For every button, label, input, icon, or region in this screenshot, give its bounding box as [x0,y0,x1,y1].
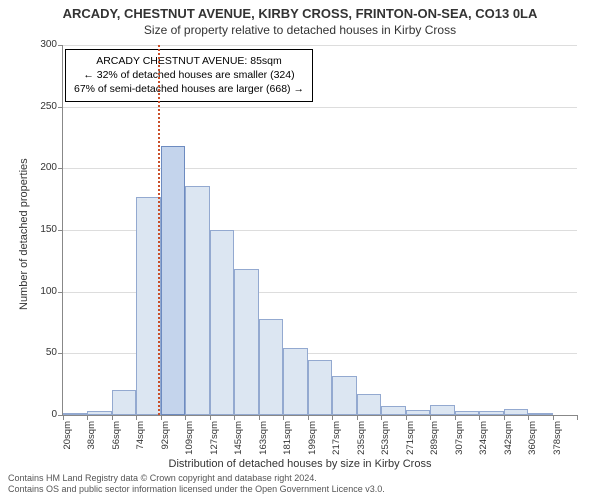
x-tick [112,415,113,420]
x-tick-label: 109sqm [184,421,195,461]
histogram-bar [504,409,528,415]
histogram-bar [87,411,111,415]
y-tick-label: 100 [40,286,57,297]
histogram-bar [381,406,405,415]
y-tick [58,168,63,169]
chart-title-main: ARCADY, CHESTNUT AVENUE, KIRBY CROSS, FR… [0,0,600,21]
x-tick [210,415,211,420]
x-tick-label: 307sqm [454,421,465,461]
y-axis-label: Number of detached properties [18,158,30,310]
x-tick [332,415,333,420]
info-box-line3: 67% of semi-detached houses are larger (… [74,82,304,96]
x-tick-label: 253sqm [380,421,391,461]
y-tick [58,292,63,293]
chart-title-sub: Size of property relative to detached ho… [0,21,600,37]
x-tick [430,415,431,420]
x-tick-label: 342sqm [503,421,514,461]
histogram-bar [234,269,258,415]
footer-line1: Contains HM Land Registry data © Crown c… [8,473,385,485]
histogram-bar [112,390,136,415]
x-tick-label: 92sqm [160,421,171,461]
x-tick-label: 145sqm [233,421,244,461]
histogram-bar [308,360,332,416]
histogram-bar [455,411,479,415]
x-tick-label: 235sqm [356,421,367,461]
histogram-bar [479,411,503,415]
x-tick [308,415,309,420]
x-tick [234,415,235,420]
x-tick [577,415,578,420]
y-tick-label: 250 [40,101,57,112]
y-tick [58,353,63,354]
x-tick-label: 181sqm [282,421,293,461]
x-tick [381,415,382,420]
x-tick [528,415,529,420]
histogram-bar [161,146,185,415]
y-tick [58,107,63,108]
chart-plot-area: ARCADY CHESTNUT AVENUE: 85sqm ← 32% of d… [62,45,577,416]
histogram-bar [528,413,552,415]
histogram-bar [357,394,381,415]
footer-line2: Contains OS and public sector informatio… [8,484,385,496]
x-tick-label: 74sqm [135,421,146,461]
histogram-bar [63,413,87,415]
info-box-line2: ← 32% of detached houses are smaller (32… [74,68,304,82]
x-tick [259,415,260,420]
histogram-bar [259,319,283,415]
grid-line [63,168,577,169]
x-tick [479,415,480,420]
x-tick [504,415,505,420]
x-tick-label: 271sqm [405,421,416,461]
info-box-line1: ARCADY CHESTNUT AVENUE: 85sqm [74,54,304,68]
y-tick-label: 50 [46,347,57,358]
x-tick-label: 289sqm [429,421,440,461]
x-tick-label: 217sqm [331,421,342,461]
y-tick-label: 300 [40,39,57,50]
x-tick [455,415,456,420]
x-tick [136,415,137,420]
grid-line [63,45,577,46]
y-tick-label: 0 [51,409,57,420]
x-tick [63,415,64,420]
x-tick-label: 127sqm [209,421,220,461]
histogram-bar [185,186,209,415]
x-tick [283,415,284,420]
x-tick-label: 163sqm [258,421,269,461]
x-tick-label: 324sqm [478,421,489,461]
histogram-bar [283,348,307,415]
x-tick-label: 20sqm [62,421,73,461]
x-tick [553,415,554,420]
chart-info-box: ARCADY CHESTNUT AVENUE: 85sqm ← 32% of d… [65,49,313,102]
marker-line [158,45,160,415]
chart-footer: Contains HM Land Registry data © Crown c… [8,473,385,496]
y-tick-label: 200 [40,162,57,173]
x-tick-label: 378sqm [552,421,563,461]
x-tick [87,415,88,420]
x-tick-label: 38sqm [86,421,97,461]
histogram-bar [210,230,234,415]
y-tick [58,230,63,231]
histogram-bar [332,376,356,415]
x-tick-label: 56sqm [111,421,122,461]
y-tick [58,45,63,46]
histogram-bar [406,410,430,415]
x-tick-label: 199sqm [307,421,318,461]
y-tick-label: 150 [40,224,57,235]
x-tick-label: 360sqm [527,421,538,461]
grid-line [63,107,577,108]
histogram-bar [430,405,454,415]
x-tick [357,415,358,420]
x-tick [406,415,407,420]
x-tick [161,415,162,420]
x-tick [185,415,186,420]
